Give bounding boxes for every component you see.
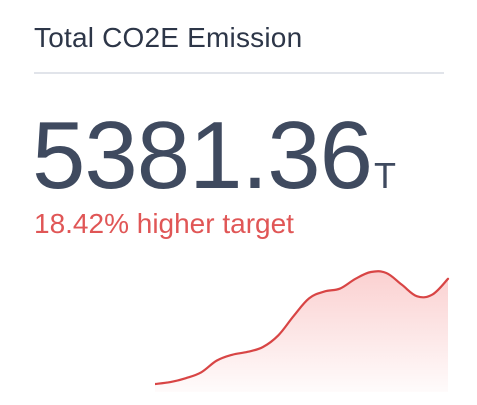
sparkline-chart [155, 270, 450, 392]
delta-text: 18.42% higher target [34, 208, 294, 239]
sparkline-area [155, 271, 448, 392]
sparkline-line [155, 270, 450, 386]
metric-value: 5381.36 [32, 102, 373, 209]
metric: 5381.36 T [32, 108, 396, 204]
metric-unit: T [374, 155, 397, 196]
divider [34, 72, 444, 74]
card-title: Total CO2E Emission [34, 22, 303, 53]
